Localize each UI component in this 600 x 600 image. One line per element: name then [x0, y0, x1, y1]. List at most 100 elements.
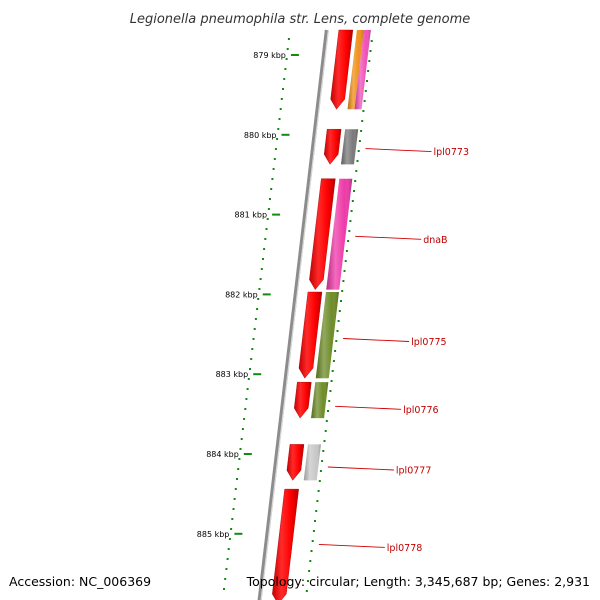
cds-feature: [286, 444, 305, 481]
gc-skew-dot: [327, 410, 329, 412]
gc-skew-dot: [351, 200, 354, 202]
gc-skew-dot: [309, 560, 312, 562]
gc-skew-dot: [369, 50, 372, 52]
gc-skew-dot: [361, 120, 364, 122]
tick-mark: [243, 453, 252, 455]
gc-skew-dot: [314, 520, 316, 522]
gc-skew-dot: [254, 318, 257, 320]
label-leader-line: [318, 543, 385, 548]
gc-skew-dot: [228, 538, 231, 540]
gene-feature-shade: [354, 30, 371, 110]
gc-skew-dot: [353, 190, 355, 192]
gc-skew-dot: [265, 228, 268, 230]
gc-skew-dot: [232, 508, 235, 510]
gene-feature-shade: [315, 292, 339, 379]
gc-skew-dot: [342, 280, 345, 282]
gc-skew-dot: [270, 188, 273, 190]
gc-skew-dot: [250, 358, 253, 360]
gc-skew-dot: [259, 278, 262, 280]
gene-feature-shade: [326, 178, 353, 290]
gc-skew-dot: [243, 418, 246, 420]
gene-track: [303, 30, 371, 481]
gc-skew-dot: [274, 148, 277, 150]
gc-skew-dot: [249, 368, 251, 370]
gene-labels: lpl0773 dnaB lpl0775 lpl0776 lpl0777 lpl0778: [318, 147, 470, 554]
tick-mark: [290, 54, 299, 56]
gc-skew-dot: [252, 338, 255, 340]
gc-skew-dot: [336, 330, 339, 332]
gene-feature-shade: [347, 30, 364, 110]
gc-skew-dot: [364, 90, 367, 92]
cds-feature: [330, 29, 354, 110]
gc-skew-dot: [318, 480, 321, 482]
gc-skew-dot: [264, 238, 267, 240]
tick-mark: [234, 532, 243, 535]
gc-skew-dot: [344, 260, 347, 262]
gc-skew-dot: [338, 310, 341, 312]
gc-skew-dot: [277, 128, 280, 130]
backbone-track: [257, 29, 329, 600]
gc-skew-dot: [239, 448, 242, 450]
gc-skew-dot: [312, 530, 315, 532]
gc-skew-dot: [234, 488, 237, 490]
gc-skew-dot: [237, 468, 240, 470]
gene-label: dnaB: [423, 235, 447, 246]
gc-skew-dot: [323, 440, 326, 442]
gc-skew-dot: [230, 528, 233, 530]
gc-skew-dot: [354, 180, 357, 182]
cds-feature: [309, 178, 336, 290]
gc-skew-dot: [350, 210, 353, 212]
gc-skew-dot: [322, 450, 325, 452]
gc-skew-dot: [246, 388, 249, 390]
cds-track: [272, 29, 354, 600]
tick-label: 880 kbp: [244, 131, 277, 140]
gc-skew-dot: [278, 118, 281, 120]
tick-label: 882 kbp: [225, 290, 258, 299]
tick-mark: [281, 133, 290, 136]
gc-skew-dot: [329, 390, 332, 392]
gc-skew-dot: [267, 208, 270, 210]
gc-skew-dot: [224, 578, 227, 580]
gc-skew-dot: [236, 478, 238, 480]
gc-skew-dot: [238, 458, 241, 460]
backbone-line: [257, 29, 329, 600]
gc-skew-dot: [358, 140, 361, 142]
gc-skew-dot: [357, 150, 360, 152]
gene-label: lpl0776: [403, 405, 439, 416]
gc-skew-dot: [355, 170, 358, 172]
gc-skew-dot: [276, 138, 279, 140]
gc-skew-dot: [269, 198, 271, 200]
gc-skew-dot: [311, 540, 314, 542]
gc-skew-dot: [332, 360, 335, 362]
label-leader-line: [343, 338, 410, 342]
gc-skew-dot: [335, 340, 338, 342]
gc-skew-dot: [285, 58, 288, 60]
gc-skew-dot: [330, 380, 333, 382]
gc-skew-dot: [286, 48, 289, 50]
gc-skew-dot: [340, 300, 342, 302]
gc-skew-dot: [305, 590, 308, 592]
gc-skew-dot: [245, 398, 248, 400]
tick-mark: [253, 373, 262, 376]
gene-label: lpl0773: [434, 147, 470, 158]
label-leader-line: [327, 466, 394, 471]
gc-skew-dot: [258, 288, 261, 290]
gc-skew-dot: [273, 158, 276, 160]
gc-skew-dot: [347, 240, 350, 242]
gc-skew-dot: [343, 270, 346, 272]
gc-skew-dot: [362, 110, 365, 112]
scale-ticks: 879 kbp 880 kbp 881 kbp 882 kbp 883 kbp 884 k…: [197, 51, 299, 539]
gc-skew-dot: [253, 328, 256, 330]
tick-label: 879 kbp: [253, 51, 286, 60]
accession-text: Accession: NC_006369: [9, 574, 151, 589]
tick-label: 881 kbp: [234, 211, 267, 220]
gc-skew-dot: [233, 498, 236, 500]
gc-skew-dot: [366, 80, 368, 82]
tick-mark: [272, 213, 281, 216]
gc-skew-dot: [283, 78, 286, 80]
gc-skew-dot: [331, 370, 334, 372]
gc-skew-dot: [317, 490, 320, 492]
gc-skew-dot: [367, 70, 370, 72]
gc-skew-dot: [241, 428, 244, 430]
